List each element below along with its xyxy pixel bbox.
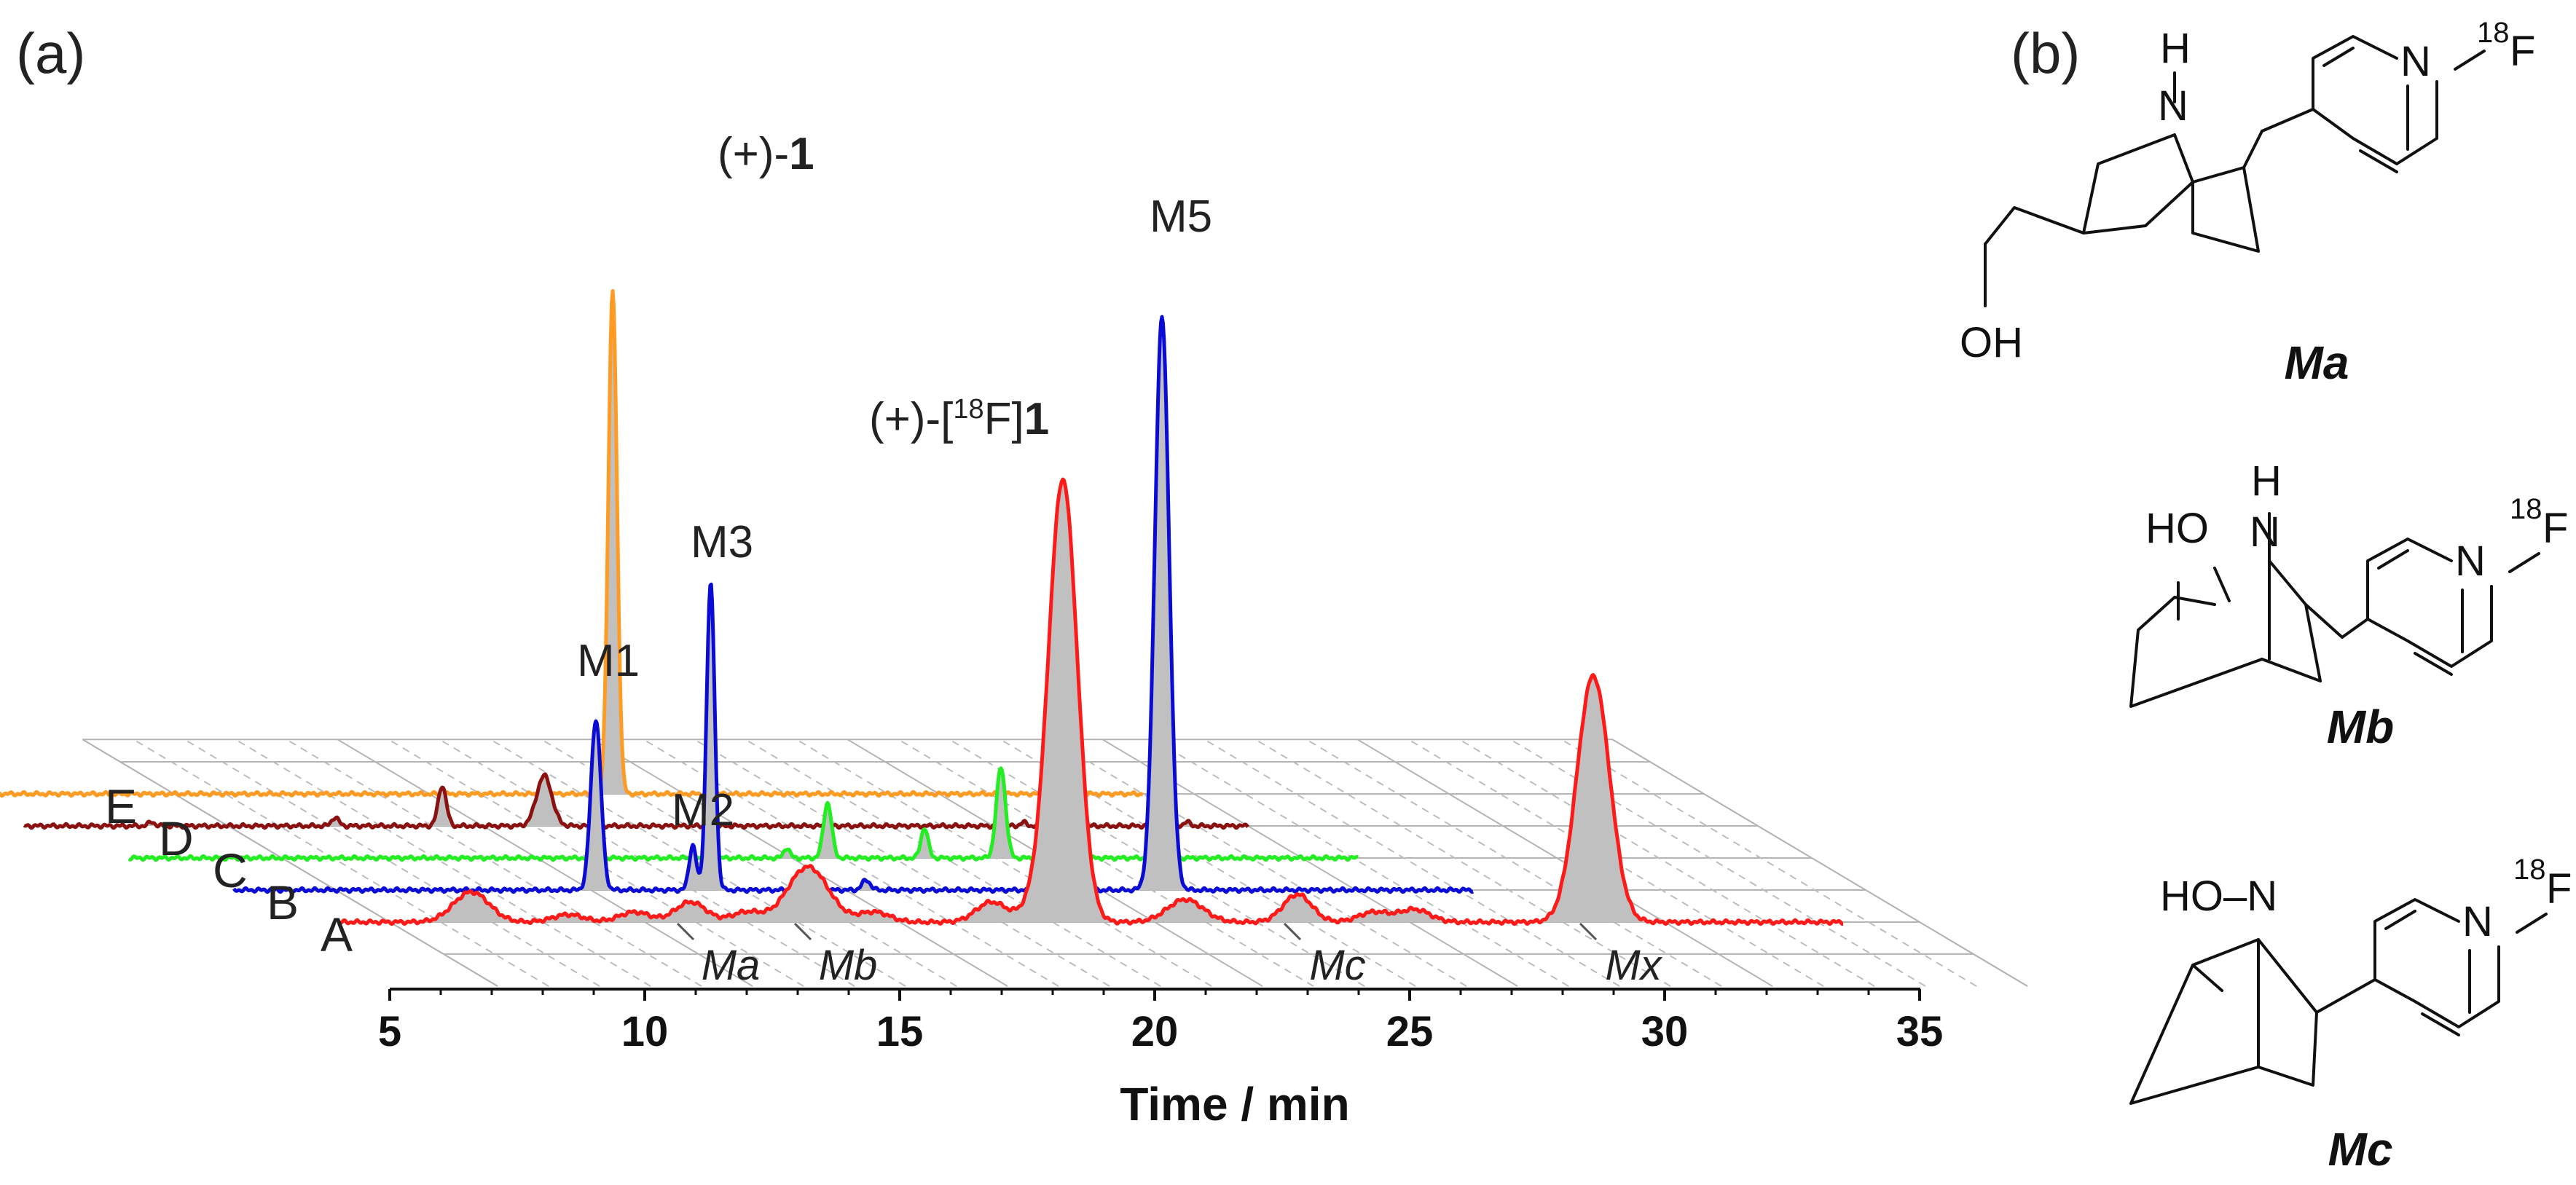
peak-label-m3: M3 [691,517,753,567]
x-axis-title: Time / min [1120,1078,1349,1130]
trace-line-A [337,477,1845,926]
mc-py-n: N [2462,898,2493,945]
structure-label-mb: Mb [2327,701,2394,753]
peak-label-m5: M5 [1150,192,1212,242]
trace-fill-E [0,291,1143,796]
mb-nh-h: H [2251,457,2282,505]
trace-label-E: E [105,779,137,833]
trace-B [232,315,1474,894]
panel-b-label: (b) [2011,21,2080,85]
grid-time-line [1560,739,1977,987]
grid-time-line [235,739,651,987]
grid-time-line [184,739,600,987]
grid-time-line [1254,739,1671,987]
trace-E [0,288,1144,798]
panel-a-label: (a) [16,21,85,85]
trace-label-D: D [159,811,194,865]
mc-f: F [2546,865,2572,913]
trace-A [337,477,1845,926]
peak-annotations: (+)-1 (+)-[18F]1 M1 M2 M3 M5 [577,129,1212,835]
grid-time-line [337,739,753,987]
metabolite-markers: Ma Mb Mc Mx [676,922,1663,989]
x-tick-label: 35 [1896,1008,1944,1055]
trace-fill-B [234,317,1473,892]
grid-time-line [592,739,1008,987]
marker-label-Mx: Mx [1605,942,1662,989]
grid-time-line [898,739,1314,987]
trace-line-E [0,288,1144,798]
grid-time-line [1152,739,1569,987]
grid-time-line [286,739,702,987]
trace-label-C: C [213,843,248,897]
marker-tick-Mb [793,922,812,941]
x-tick-labels: 5 10 15 20 25 30 35 [378,1008,1943,1055]
mc-hon: HO–N [2160,873,2277,920]
marker-label-Ma: Ma [702,942,761,989]
trace-line-B [232,315,1474,894]
ma-nh-n: N [2158,82,2188,130]
structure-ma: H N N 18 F OH Ma [1960,17,2535,389]
peak-label-plus-18f-1: (+)-[18F]1 [869,394,1049,444]
grid-time-line [694,739,1110,987]
grid-time-line [1051,739,1467,987]
chromatogram-traces [0,288,1845,926]
marker-tick-Mc [1283,922,1302,941]
x-tick-label: 10 [621,1008,669,1055]
x-tick-label: 30 [1641,1008,1689,1055]
grid-time-line [1509,739,1926,987]
mc-iso: 18 [2513,854,2546,886]
grid-time-line [82,739,498,987]
grid-time-line [541,739,957,987]
x-tick-label: 20 [1131,1008,1179,1055]
structure-label-ma: Ma [2285,336,2349,389]
structure-mc: HO–N N 18 F Mc [2129,854,2572,1176]
grid-time-line [439,739,855,987]
marker-tick-Ma [676,922,695,941]
grid-time-line [796,739,1212,987]
structure-mb: H N HO N 18 F Mb [2129,457,2568,753]
grid-time-line [1458,739,1875,987]
x-tick-label: 15 [876,1008,924,1055]
grid-time-line [1305,739,1722,987]
peak-label-m1: M1 [577,636,640,686]
grid-time-line [1611,739,2028,987]
grid-time-line [133,739,549,987]
structure-label-mc: Mc [2328,1123,2393,1176]
mb-nh-n: N [2250,508,2280,556]
ma-oh: OH [1960,319,2023,366]
peak-label-m2: M2 [672,785,734,835]
marker-label-Mb: Mb [819,942,878,989]
mb-f: F [2542,505,2568,552]
grid-time-line [1203,739,1620,987]
x-tick-label: 25 [1386,1008,1434,1055]
peak-label-plus-1: (+)-1 [718,129,814,179]
marker-tick-Mx [1579,922,1598,941]
grid-time-line [643,739,1059,987]
mb-py-n: N [2455,538,2486,585]
ma-py-n: N [2400,38,2431,85]
trace-label-A: A [321,908,353,961]
trace-label-B: B [267,875,299,929]
time-axis [388,988,1921,1001]
grid-time-line [1000,739,1416,987]
marker-label-Mc: Mc [1309,942,1365,989]
mb-iso: 18 [2510,493,2542,525]
ma-f: F [2510,28,2535,75]
mb-ho: HO [2145,505,2209,552]
ma-nh-h: H [2160,25,2191,72]
ma-iso: 18 [2477,17,2510,49]
x-tick-label: 5 [378,1008,401,1055]
grid-time-line [745,739,1161,987]
